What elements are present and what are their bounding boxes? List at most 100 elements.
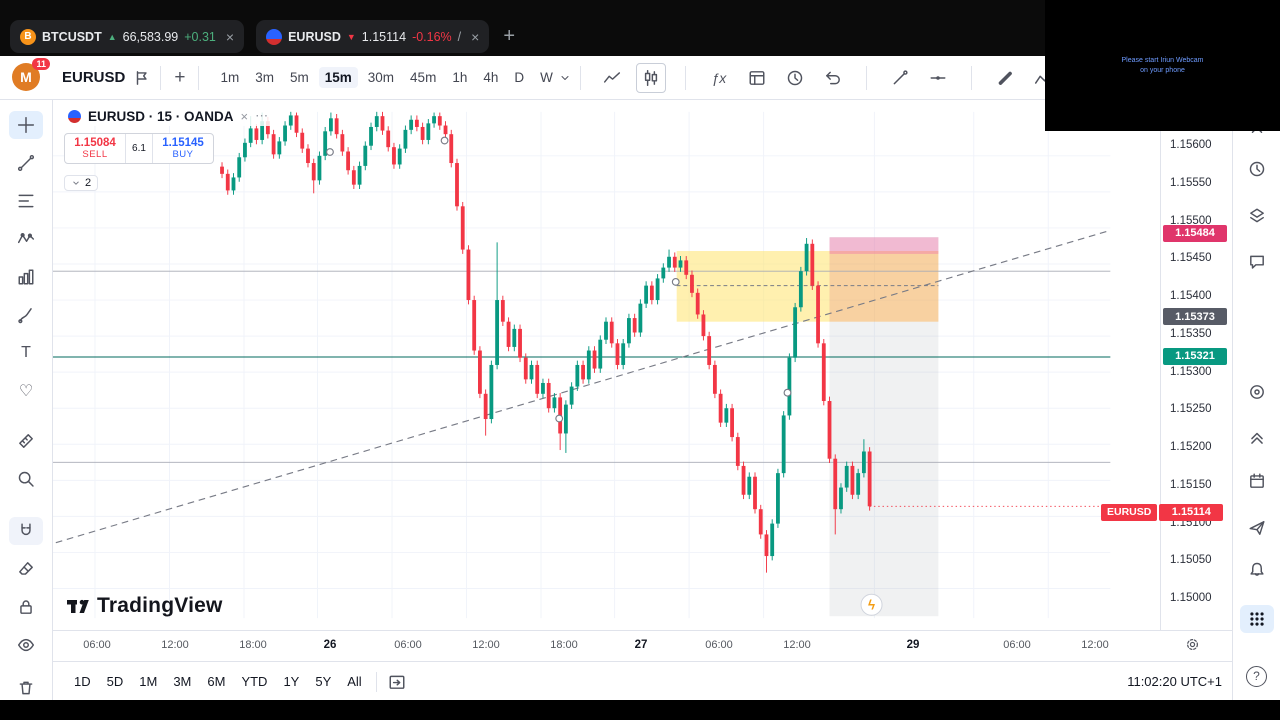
btc-favicon: B [20,28,36,45]
interval-4h[interactable]: 4h [483,70,499,85]
eurusd-favicon [266,28,283,45]
buy-button[interactable]: 1.15145 BUY [152,134,213,163]
interval-D[interactable]: D [514,70,525,85]
calendar-icon[interactable] [1240,467,1274,495]
marker-icon[interactable] [991,64,1019,92]
alert-icon[interactable] [781,64,809,92]
time-axis[interactable]: 06:00 12:00 18:00 26 06:00 12:00 18:00 27 06:00 1… [52,630,1232,662]
range-selector: 1D 5D 1M 3M 6M YTD 1Y 5Y All [66,671,370,692]
time-label: 26 [323,639,337,651]
price-axis[interactable]: 1.15600 1.15550 1.15500 1.15450 1.15400 1.153… [1101,100,1233,630]
range-5d[interactable]: 5D [106,674,124,689]
forecast-tool[interactable] [9,263,43,291]
interval-1m[interactable]: 1m [220,70,240,85]
trendline-tool[interactable] [9,149,43,177]
new-tab-button[interactable]: + [503,25,516,47]
interval-dropdown-icon[interactable] [559,72,571,84]
current-symbol-tag: EURUSD [1101,503,1158,521]
lock-tool[interactable] [9,593,43,621]
range-5y[interactable]: 5Y [315,674,332,689]
interval-1h[interactable]: 1h [452,70,468,85]
measure-tool[interactable] [9,427,43,455]
interval-30m[interactable]: 30m [367,70,395,85]
range-all[interactable]: All [347,674,362,689]
interval-15m[interactable]: 15m [318,67,358,88]
replay-icon[interactable] [819,64,847,92]
magnet-tool[interactable] [9,517,43,545]
tab-price: 66,583.99 [122,29,179,44]
letterbox-bottom [0,700,1280,720]
price-tick: 1.15450 [1170,252,1212,265]
close-legend-icon[interactable]: × [240,108,249,124]
range-6m[interactable]: 6M [207,674,226,689]
time-label: 27 [634,639,648,651]
price-tick: 1.15600 [1170,139,1212,151]
chart-canvas[interactable]: ϟ [52,100,1160,630]
user-menu-button[interactable]: M 11 [12,57,50,93]
webcam-overlay: Please start Iriun Webcam on your phone [1045,0,1280,131]
divider [375,671,377,692]
templates-icon[interactable] [743,64,771,92]
close-tab-icon[interactable]: × [225,28,235,45]
help-icon[interactable]: ? [1240,662,1274,690]
pattern-tool[interactable] [9,225,43,253]
eye-tool[interactable] [9,631,43,659]
trash-tool[interactable] [9,674,43,702]
pen-icon[interactable] [886,64,914,92]
price-tick: 1.15350 [1170,327,1212,340]
price-tick: 1.15400 [1170,290,1212,302]
eraser-tool[interactable] [9,555,43,583]
interval-45m[interactable]: 45m [410,70,437,85]
range-3m[interactable]: 3M [173,674,192,689]
interval-3m[interactable]: 3m [255,70,274,85]
chart-area: ϟ EURUSD · 15 · OANDA × ⋯ 1.15084 SELL 6… [52,100,1160,630]
crosshair-tool[interactable] [9,111,43,139]
zoom-tool[interactable] [9,465,43,493]
fib-tool[interactable] [9,187,43,215]
alerts-clock-icon[interactable] [1240,155,1274,183]
notifications-bell-icon[interactable] [1240,556,1274,584]
candles-style-icon[interactable] [635,62,666,93]
object-tree-icon[interactable] [1240,378,1274,406]
emoji-tool[interactable]: ♡ [18,383,34,400]
line-chart-icon[interactable] [598,64,626,92]
chat-icon[interactable] [1240,248,1274,276]
price-level-label: 1.15373 [1163,308,1227,326]
time-label: 12:00 [472,639,500,651]
indicators-collapse-chip[interactable]: 2 [64,175,99,191]
axis-settings-gear-icon[interactable] [1185,637,1200,657]
goto-date-button[interactable] [383,668,411,696]
symbol-flag-icon[interactable] [133,69,151,87]
tab-btcusdt[interactable]: B BTCUSDT ▲ 66,583.99 +0.31 × [10,20,245,53]
interval-row: 1m 3m 5m 15m 30m 45m 1h 4h D W [214,67,558,88]
publish-icon[interactable] [1240,514,1274,542]
layers-icon[interactable] [1240,202,1274,230]
ideas-icon[interactable] [1240,424,1274,452]
text-tool[interactable]: T [21,344,31,361]
chart-legend[interactable]: EURUSD · 15 · OANDA × ⋯ [62,106,275,126]
time-label: 12:00 [1081,639,1109,651]
toolbar-icons: ƒx [598,62,1095,93]
right-rail: ? [1232,100,1280,700]
range-1m[interactable]: 1M [139,674,158,689]
range-ytd[interactable]: YTD [241,674,268,689]
apps-grid-icon[interactable] [1239,605,1274,633]
buy-label: BUY [172,149,194,160]
more-options-icon[interactable]: ⋯ [255,108,269,123]
session-clock[interactable]: 11:02:20 UTC+1 [1127,674,1222,689]
tab-eurusd[interactable]: EURUSD ▼ 1.15114 -0.16% / × [256,20,490,53]
sell-button[interactable]: 1.15084 SELL [65,134,126,163]
indicators-icon[interactable]: ƒx [711,69,727,86]
interval-5m[interactable]: 5m [289,70,309,85]
close-tab-icon[interactable]: × [471,28,480,45]
svg-text:ϟ: ϟ [868,598,875,613]
interval-W[interactable]: W [540,70,553,85]
watermark-text: TradingView [97,594,223,617]
range-1d[interactable]: 1D [74,674,91,689]
brush-tool[interactable] [9,301,43,329]
horizontal-line-icon[interactable] [924,64,952,92]
compare-add-button[interactable]: + [174,66,186,88]
symbol-search-button[interactable]: EURUSD [62,69,126,86]
range-1y[interactable]: 1Y [283,674,300,689]
